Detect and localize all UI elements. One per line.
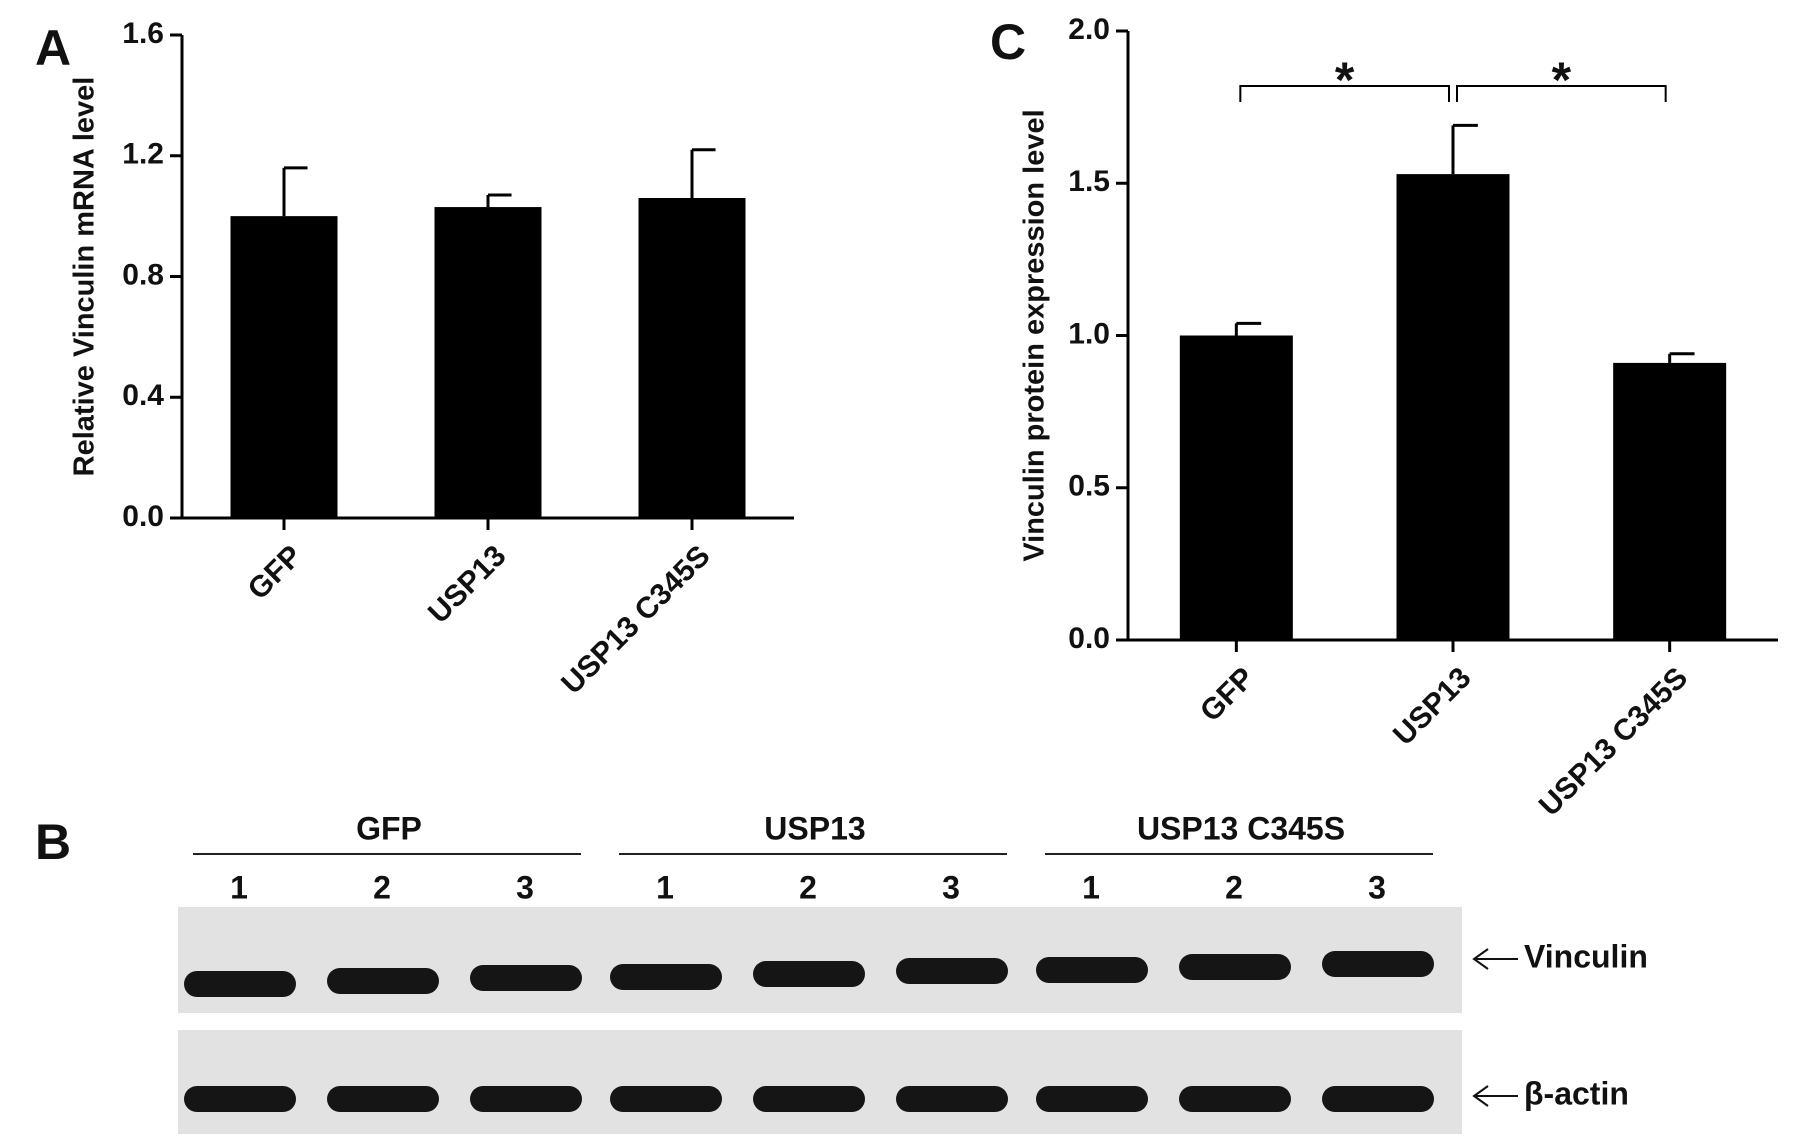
group-label: USP13 <box>764 810 865 846</box>
arrow <box>1472 948 1518 970</box>
y-tick-label: 0.4 <box>122 379 164 412</box>
blot-band <box>1179 1086 1291 1112</box>
arrow <box>1472 1085 1518 1107</box>
x-tick-label: USP13 <box>422 539 513 630</box>
group-label: GFP <box>356 810 422 846</box>
y-tick-label: 2.0 <box>1068 13 1110 46</box>
y-tick-label: 0.0 <box>122 500 164 533</box>
blot-band <box>610 1086 722 1112</box>
lane-label: 2 <box>799 869 817 905</box>
blot-band <box>184 1086 296 1112</box>
significance-label: * <box>1335 52 1355 108</box>
y-tick-label: 1.2 <box>122 138 164 171</box>
error-bar <box>1451 123 1478 175</box>
y-tick-label: 0.8 <box>122 258 164 291</box>
blot-band <box>610 964 722 990</box>
blot-band <box>1036 1086 1148 1112</box>
lane-label: 1 <box>1082 869 1100 905</box>
y-tick-label: 1.5 <box>1068 165 1110 198</box>
error-bar <box>1234 321 1262 336</box>
lane-label: 2 <box>1225 869 1243 905</box>
blot-band <box>896 1086 1008 1112</box>
blot-band <box>327 1086 439 1112</box>
lane-label: 3 <box>516 869 534 905</box>
panel-label: B <box>35 814 71 870</box>
blot-band <box>753 1086 865 1112</box>
bar <box>638 198 746 518</box>
bar <box>434 207 542 518</box>
lane-label: 1 <box>230 869 248 905</box>
panel-label: C <box>990 14 1026 70</box>
y-axis-label: Relative Vinculin mRNA level <box>69 77 101 477</box>
bar <box>230 216 338 518</box>
significance-bracket <box>1239 85 1450 102</box>
error-bar <box>486 193 512 208</box>
lane-label: 3 <box>942 869 960 905</box>
x-tick-label: USP13 C345S <box>555 539 716 700</box>
blot-band <box>753 961 865 987</box>
lane-label: 3 <box>1368 869 1386 905</box>
x-tick-label: USP13 C345S <box>1533 661 1694 822</box>
blot-band <box>1179 954 1291 980</box>
blot-band <box>470 1086 582 1112</box>
x-tick-label: GFP <box>242 539 309 606</box>
blot-band <box>1036 957 1148 983</box>
panel-label: A <box>35 20 71 76</box>
blot-band <box>327 968 439 994</box>
y-tick-label: 1.6 <box>122 17 164 50</box>
y-tick-label: 0.5 <box>1068 470 1110 503</box>
bar <box>1396 174 1510 641</box>
y-axis-label: Vinculin protein expression level <box>1019 109 1051 561</box>
row-label: Vinculin <box>1524 938 1648 974</box>
x-tick-label: GFP <box>1194 661 1261 728</box>
error-bar <box>690 148 716 199</box>
lane-label: 2 <box>373 869 391 905</box>
y-tick-label: 1.0 <box>1068 317 1110 350</box>
blot-band <box>896 958 1008 984</box>
significance-label: * <box>1552 52 1572 108</box>
bar <box>1613 362 1727 640</box>
row-label: β-actin <box>1524 1075 1629 1111</box>
blot-band <box>1322 1086 1434 1112</box>
significance-bracket <box>1456 85 1667 102</box>
bar <box>1179 335 1293 640</box>
error-bar <box>1668 352 1695 363</box>
group-label: USP13 C345S <box>1137 810 1345 846</box>
blot-band <box>470 965 582 991</box>
x-tick-label: USP13 <box>1387 661 1478 752</box>
blot-band <box>184 971 296 997</box>
blot-membrane <box>178 1030 1462 1134</box>
lane-label: 1 <box>656 869 674 905</box>
y-tick-label: 0.0 <box>1068 622 1110 655</box>
blot-band <box>1322 951 1434 977</box>
error-bar <box>282 166 308 217</box>
